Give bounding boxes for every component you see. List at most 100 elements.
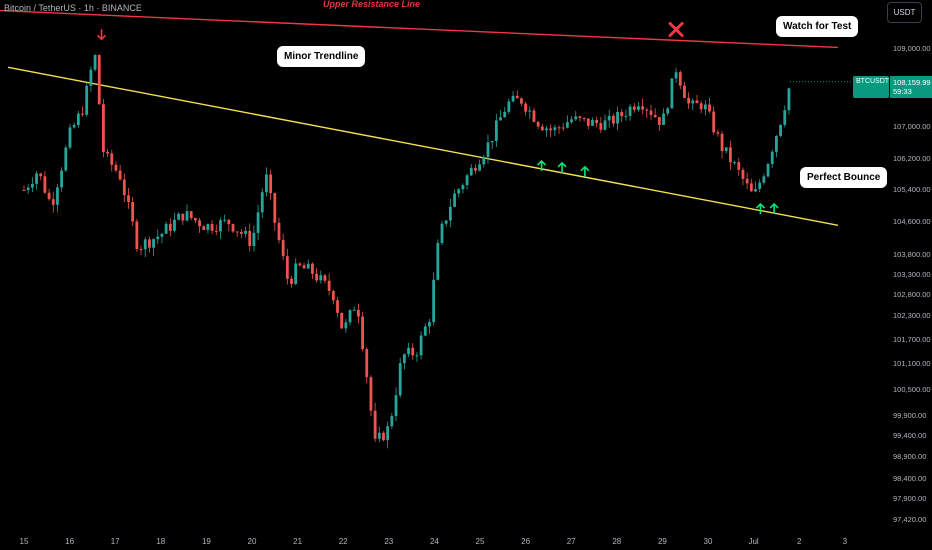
candle-body xyxy=(302,265,306,269)
candle-body xyxy=(139,248,143,250)
candle-body xyxy=(779,124,782,136)
candle-body xyxy=(653,114,657,118)
arrow-down-icon xyxy=(96,29,107,41)
time-tick: Jul xyxy=(748,537,759,546)
candle-body xyxy=(737,162,741,170)
candle-body xyxy=(156,236,160,240)
candle-body xyxy=(494,120,498,141)
candle-body xyxy=(724,147,728,152)
candle-body xyxy=(85,85,89,115)
candle-body xyxy=(762,176,766,183)
candle-body xyxy=(269,174,273,194)
candle-body xyxy=(716,132,720,134)
candle-body xyxy=(227,219,231,225)
candle-body xyxy=(436,243,440,280)
candle-body xyxy=(645,109,649,111)
candle-body xyxy=(189,211,193,219)
time-tick: 24 xyxy=(429,537,439,546)
candle-body xyxy=(30,183,34,188)
candle-body xyxy=(340,312,344,329)
candle-body xyxy=(703,104,707,110)
candle-body xyxy=(465,175,469,186)
candle-body xyxy=(490,140,494,143)
time-tick: 29 xyxy=(657,537,667,546)
candle-body xyxy=(265,174,268,193)
arrow-up-icon xyxy=(557,161,567,173)
candle-body xyxy=(745,178,749,184)
candle-body xyxy=(315,273,318,281)
arrow-up-icon xyxy=(536,159,547,171)
candle-body xyxy=(357,309,360,317)
candle-body xyxy=(93,55,97,70)
currency-button[interactable]: USDT xyxy=(887,2,922,23)
last-price-tag: 108,159.99 59:33 xyxy=(890,76,932,98)
candle-body xyxy=(507,101,511,112)
candle-body xyxy=(683,85,686,98)
candle-body xyxy=(474,167,477,171)
candle-body xyxy=(56,187,59,205)
candle-body xyxy=(39,173,43,177)
candle-body xyxy=(273,193,277,223)
candle-body xyxy=(708,104,711,112)
price-tick: 102,800.00 xyxy=(893,290,931,299)
candle-body xyxy=(202,226,206,230)
candle-body xyxy=(770,151,774,164)
candle-body xyxy=(160,233,164,237)
candle-body xyxy=(520,98,523,104)
time-tick: 21 xyxy=(293,537,303,546)
candle-body xyxy=(306,263,310,269)
candle-body xyxy=(624,115,628,117)
price-tick: 97,420.00 xyxy=(893,515,927,524)
symbol-badge: BTCUSDT xyxy=(853,76,889,98)
candle-body xyxy=(168,223,172,231)
candle-body xyxy=(691,100,695,104)
price-tick: 99,900.00 xyxy=(893,411,927,420)
candle-body xyxy=(741,169,745,179)
time-tick: 15 xyxy=(19,537,29,546)
candle-body xyxy=(260,192,264,213)
candle-body xyxy=(469,167,473,176)
symbol-badge-label: BTCUSDT xyxy=(856,78,890,85)
candle-body xyxy=(524,103,527,112)
candle-body xyxy=(511,95,515,102)
candle-body xyxy=(499,117,502,121)
candle-body xyxy=(22,190,26,191)
candle-body xyxy=(641,106,645,110)
candle-body xyxy=(394,395,398,417)
perfect-bounce-callout: Perfect Bounce xyxy=(800,167,888,188)
candle-body xyxy=(503,111,507,118)
candle-body xyxy=(97,55,101,105)
candle-body xyxy=(348,310,352,323)
candle-body xyxy=(712,111,716,133)
candle-body xyxy=(323,275,327,281)
time-tick: 27 xyxy=(566,537,576,546)
candle-body xyxy=(102,104,105,152)
candle-body xyxy=(423,326,427,336)
candle-body xyxy=(687,97,691,104)
candle-body xyxy=(444,220,448,224)
candle-body xyxy=(373,410,377,439)
candle-body xyxy=(35,173,38,184)
candle-body xyxy=(327,280,331,291)
candle-body xyxy=(574,116,578,120)
candle-body xyxy=(173,219,176,231)
candle-body xyxy=(76,113,80,126)
candle-body xyxy=(578,116,582,118)
candle-body xyxy=(122,179,126,196)
time-tick: 3 xyxy=(842,537,848,546)
candle-body xyxy=(415,355,419,357)
candle-body xyxy=(244,230,247,234)
candle-body xyxy=(143,239,147,250)
candle-body xyxy=(60,170,64,188)
price-tick: 101,700.00 xyxy=(893,335,931,344)
price-tick: 105,400.00 xyxy=(893,185,931,194)
candle-body xyxy=(758,182,762,190)
candle-body xyxy=(181,213,185,221)
candle-body xyxy=(294,263,298,284)
candle-body xyxy=(482,156,486,165)
candle-body xyxy=(193,218,197,221)
candle-body xyxy=(152,239,155,248)
candle-body xyxy=(557,127,561,129)
candle-body xyxy=(72,125,76,128)
